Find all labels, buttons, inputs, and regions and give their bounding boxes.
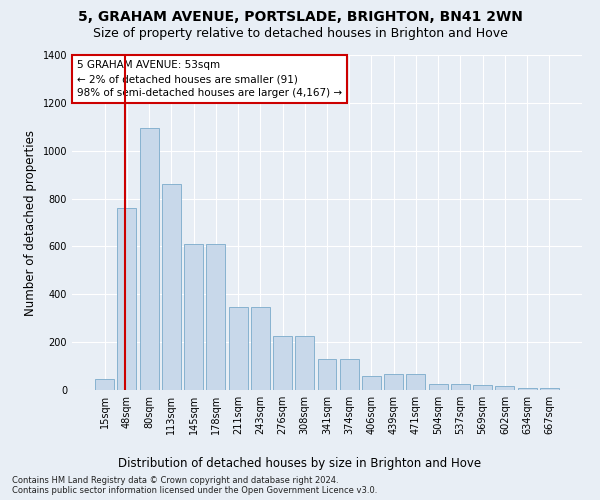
Text: Contains HM Land Registry data © Crown copyright and database right 2024.: Contains HM Land Registry data © Crown c… (12, 476, 338, 485)
Bar (540, 388, 559, 390)
Text: Contains public sector information licensed under the Open Government Licence v3: Contains public sector information licen… (12, 486, 377, 495)
Bar (384, 374, 403, 390)
Bar (118, 208, 136, 390)
Text: Size of property relative to detached houses in Brighton and Hove: Size of property relative to detached ho… (92, 28, 508, 40)
Bar (518, 388, 536, 390)
Bar (451, 384, 470, 390)
Bar (406, 374, 425, 390)
Bar (473, 385, 492, 390)
Bar (317, 359, 337, 390)
Bar (340, 359, 359, 390)
Bar (140, 128, 158, 390)
Bar (184, 244, 203, 390)
Bar (295, 336, 314, 390)
Bar (429, 384, 448, 390)
Bar (251, 308, 270, 390)
Bar (206, 244, 225, 390)
Text: 5 GRAHAM AVENUE: 53sqm
← 2% of detached houses are smaller (91)
98% of semi-deta: 5 GRAHAM AVENUE: 53sqm ← 2% of detached … (77, 60, 342, 98)
Bar (362, 376, 381, 390)
Bar (496, 386, 514, 390)
Bar (273, 336, 292, 390)
Bar (95, 379, 114, 390)
Bar (229, 308, 248, 390)
Text: 5, GRAHAM AVENUE, PORTSLADE, BRIGHTON, BN41 2WN: 5, GRAHAM AVENUE, PORTSLADE, BRIGHTON, B… (77, 10, 523, 24)
Y-axis label: Number of detached properties: Number of detached properties (24, 130, 37, 316)
Text: Distribution of detached houses by size in Brighton and Hove: Distribution of detached houses by size … (118, 458, 482, 470)
Bar (162, 184, 181, 390)
